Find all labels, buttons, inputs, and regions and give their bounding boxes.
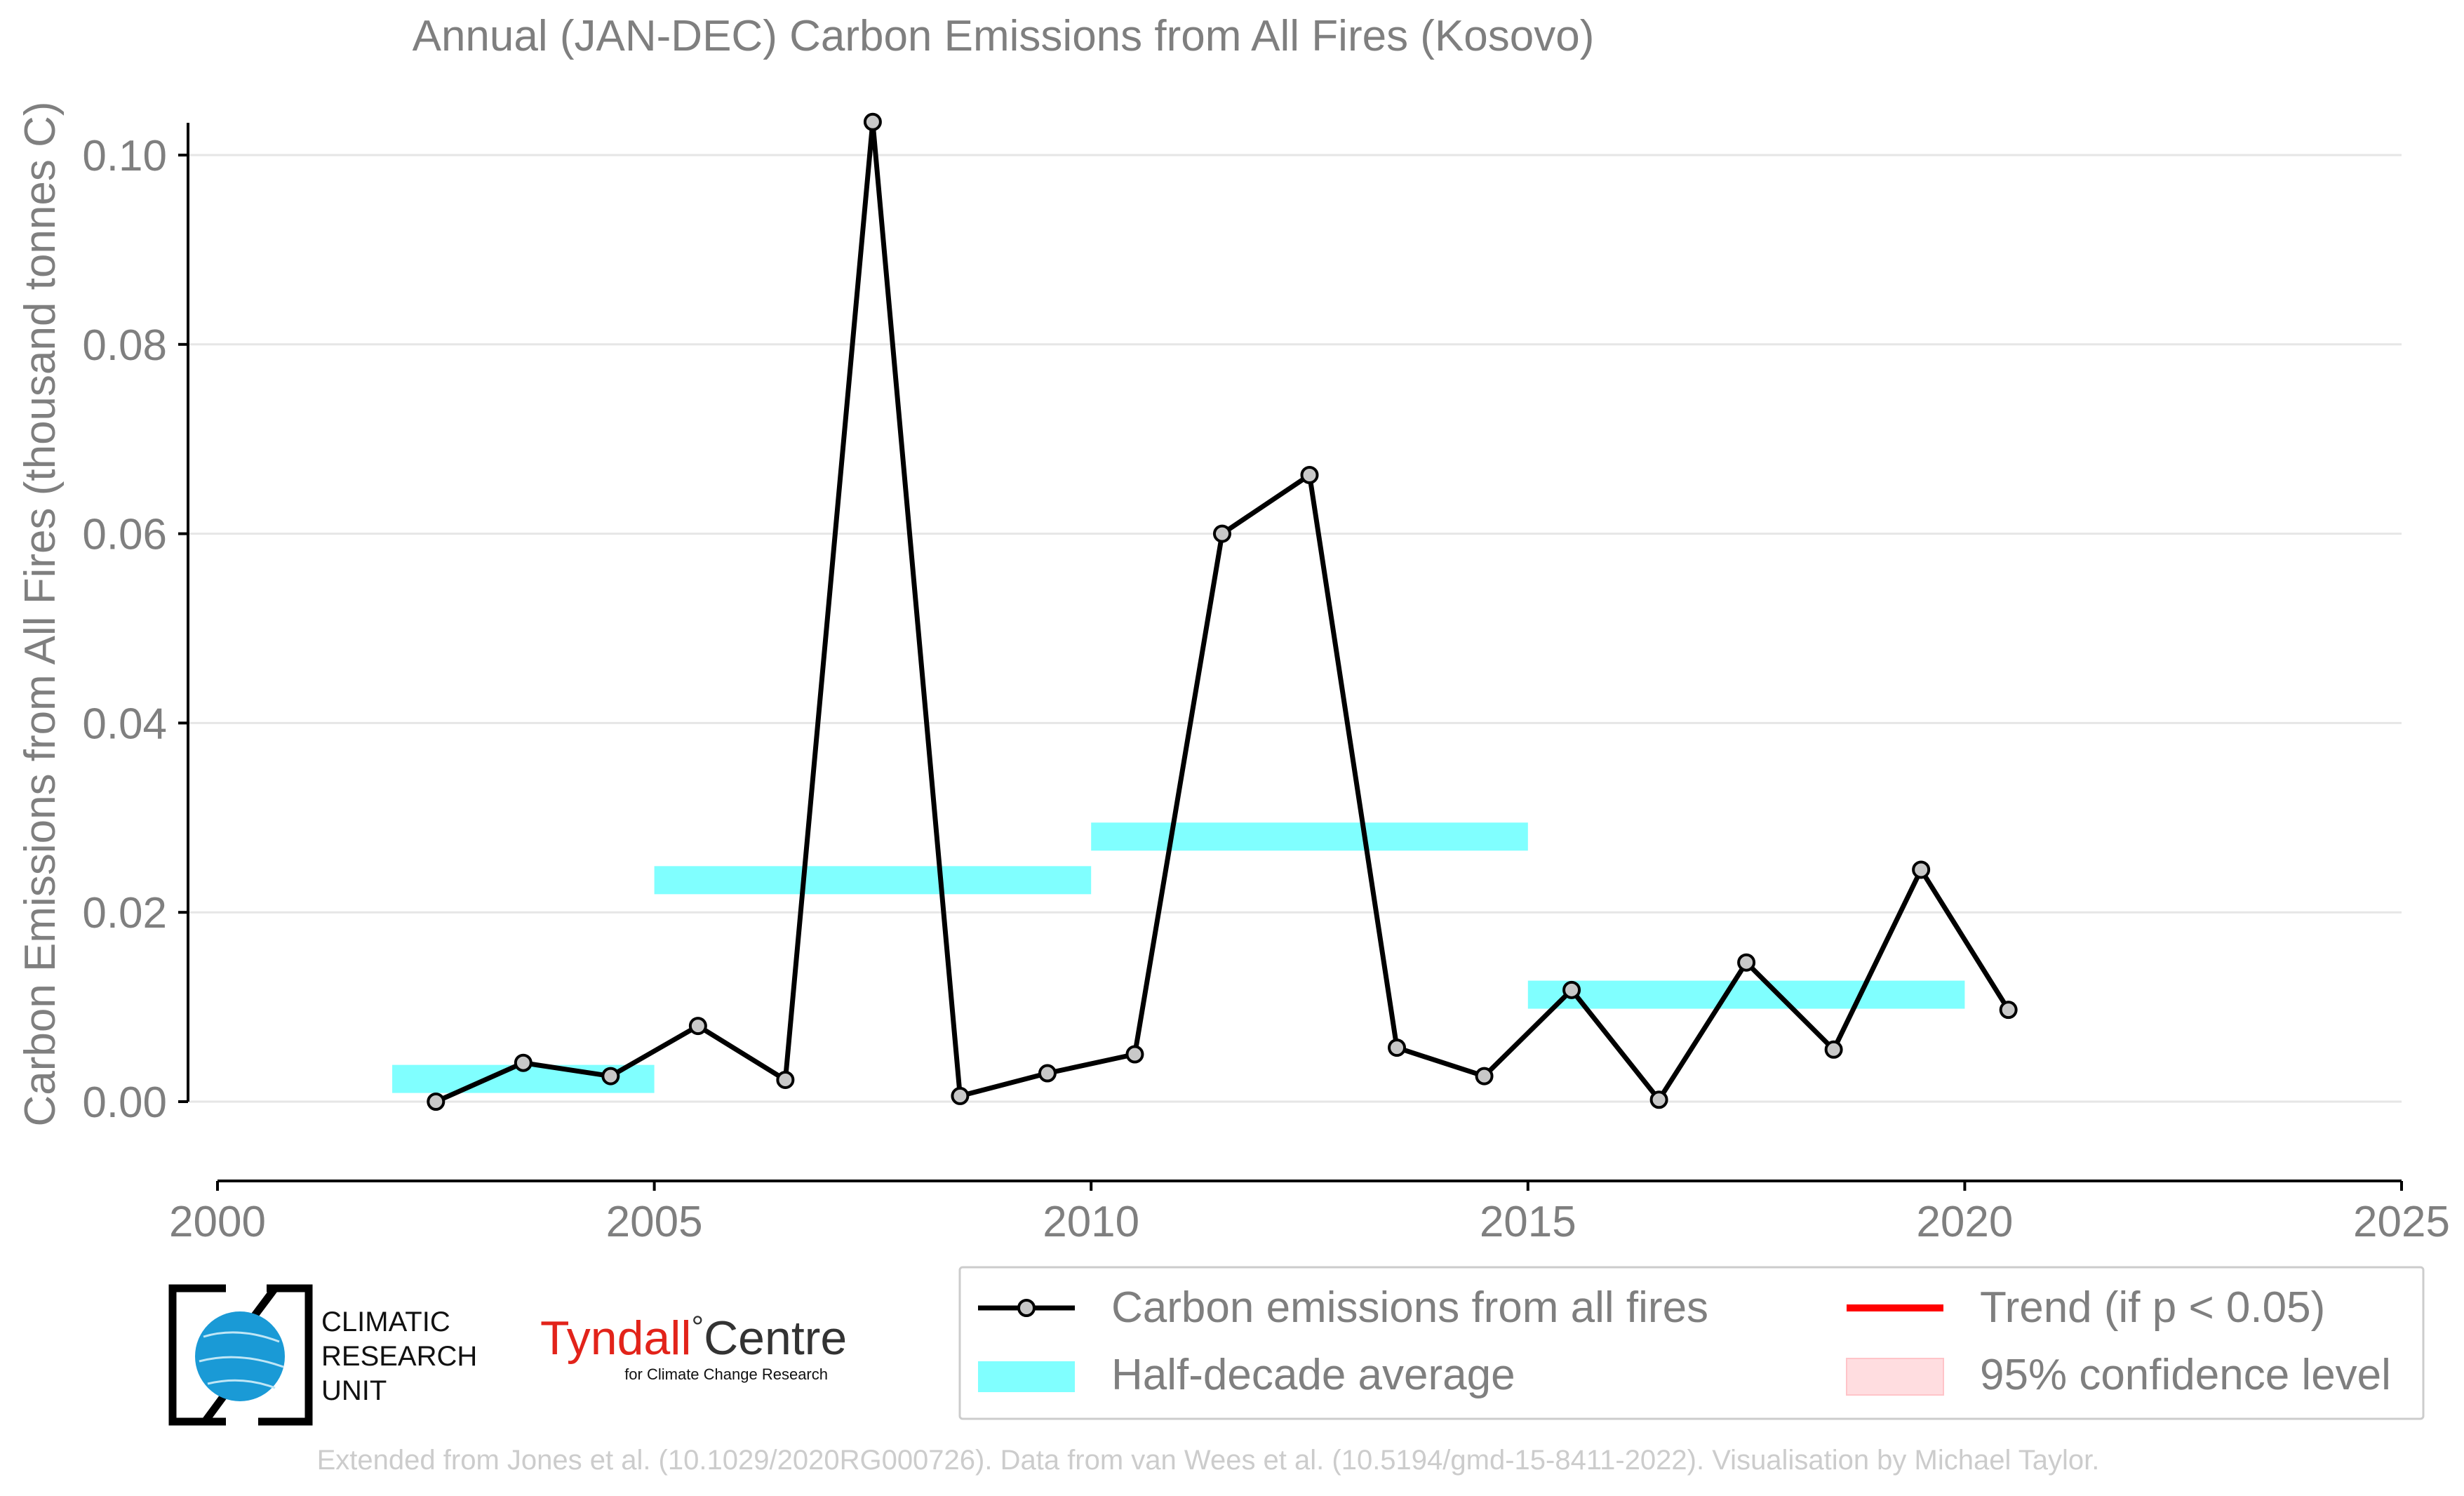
data-point <box>1388 1038 1407 1057</box>
y-tick-label: 0.00 <box>82 1078 167 1127</box>
y-axis-label: Carbon Emissions from All Fires (thousan… <box>16 101 65 1126</box>
legend-label-half-decade: Half-decade average <box>1111 1351 1515 1399</box>
x-tick-label: 2020 <box>1916 1198 2013 1246</box>
x-tick-label: 2025 <box>2353 1198 2450 1246</box>
y-tick-label: 0.02 <box>82 889 167 937</box>
x-tick-label: 2010 <box>1043 1198 1139 1246</box>
y-tick-label: 0.08 <box>82 321 167 370</box>
data-point <box>601 1067 620 1086</box>
tyndall-subtitle: for Climate Change Research <box>624 1365 828 1383</box>
data-point <box>1737 953 1756 972</box>
legend-confidence-patch-icon <box>1846 1358 1944 1396</box>
half-decade-bands <box>392 822 1965 1093</box>
cru-slash <box>250 1285 279 1319</box>
cru-bracket-right <box>258 1284 313 1426</box>
series-line-carbon-emissions <box>434 119 2011 1104</box>
tyndall-centre: Centre <box>704 1311 847 1365</box>
x-tick-label: 2000 <box>169 1198 266 1246</box>
legend-label-emissions: Carbon emissions from all fires <box>1111 1283 1708 1332</box>
data-point <box>1562 980 1581 999</box>
data-point <box>951 1086 970 1105</box>
legend-band-icon <box>978 1361 1075 1392</box>
data-point <box>1475 1067 1494 1086</box>
gridlines <box>188 154 2402 1103</box>
data-point <box>514 1053 533 1072</box>
globe-swirl <box>199 1331 284 1389</box>
cru-bracket-left <box>168 1284 226 1426</box>
data-point <box>427 1093 446 1111</box>
footer-credits: Extended from Jones et al. (10.1029/2020… <box>317 1445 2100 1476</box>
half-decade-band <box>654 866 1092 895</box>
legend: Carbon emissions from all fires Trend (i… <box>958 1266 2425 1420</box>
cru-slash-lower <box>201 1392 228 1424</box>
half-decade-band <box>1091 822 1528 851</box>
cru-line-1: CLIMATIC <box>321 1307 450 1337</box>
legend-marker-icon <box>1017 1299 1036 1317</box>
data-point <box>1912 860 1931 879</box>
series-points <box>427 112 2018 1111</box>
data-point <box>688 1017 707 1036</box>
x-tick-label: 2015 <box>1480 1198 1576 1246</box>
data-point <box>863 112 882 131</box>
data-point <box>1649 1090 1668 1109</box>
y-tick-label: 0.06 <box>82 511 167 559</box>
chart-title: Annual (JAN-DEC) Carbon Emissions from A… <box>413 12 1595 60</box>
y-tick-label: 0.10 <box>82 132 167 180</box>
tyndall-name: Tyndall <box>540 1311 691 1365</box>
data-point <box>1824 1040 1843 1059</box>
tyndall-logo: Tyndall°Centre for Climate Change Resear… <box>540 1310 847 1383</box>
cru-logo: CLIMATIC RESEARCH UNIT <box>168 1284 477 1426</box>
legend-box <box>958 1266 2425 1420</box>
data-point <box>1125 1045 1144 1064</box>
data-point <box>1999 1001 2018 1020</box>
y-ticks: 0.00 0.02 0.04 0.06 0.08 0.10 <box>82 132 188 1127</box>
tyndall-degree: ° <box>691 1310 704 1344</box>
cru-line-2: RESEARCH <box>321 1341 477 1372</box>
legend-label-trend: Trend (if p < 0.05) <box>1980 1283 2325 1332</box>
half-decade-band <box>1527 980 1965 1009</box>
data-point <box>1038 1064 1057 1083</box>
data-point <box>776 1070 795 1089</box>
y-tick-label: 0.04 <box>82 700 167 748</box>
legend-label-confidence: 95% confidence level <box>1980 1351 2391 1399</box>
data-point <box>1212 524 1231 543</box>
cru-line-3: UNIT <box>321 1375 387 1406</box>
data-point <box>1300 465 1319 484</box>
x-tick-label: 2005 <box>606 1198 703 1246</box>
x-ticks: 2000 2005 2010 2015 2020 2025 <box>169 1181 2450 1246</box>
svg-text:Tyndall°Centre: Tyndall°Centre <box>540 1310 847 1365</box>
